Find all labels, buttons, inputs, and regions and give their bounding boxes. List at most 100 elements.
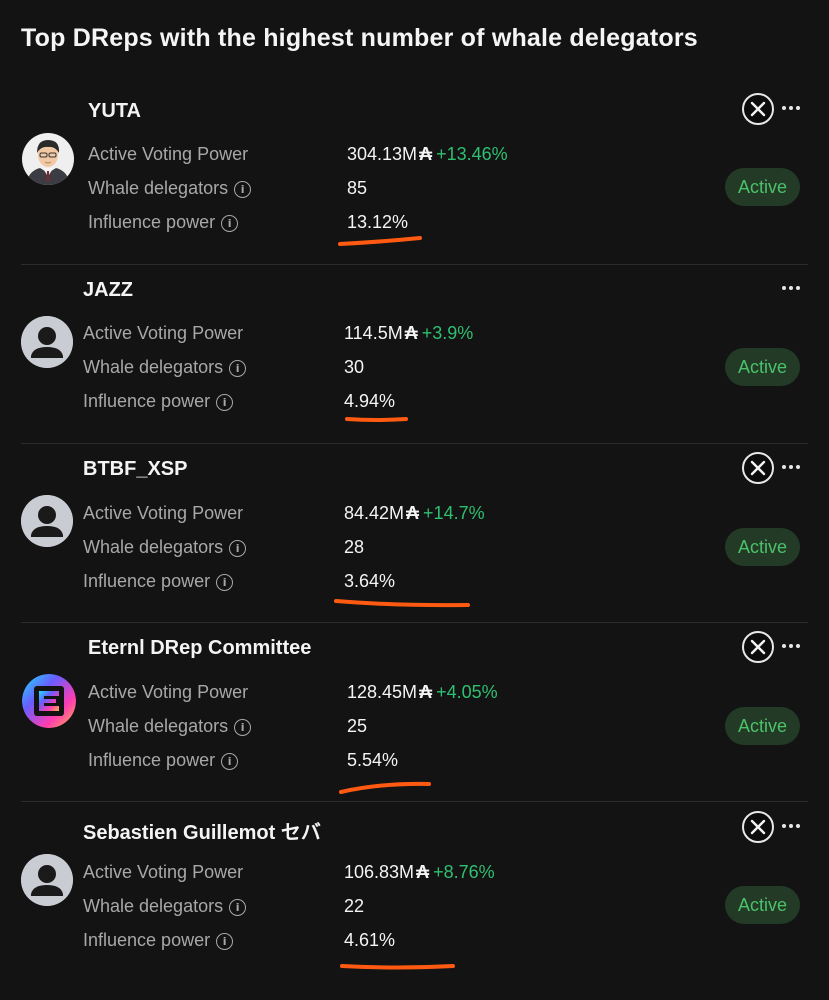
info-icon[interactable]: i (221, 753, 239, 770)
voting-power-amount: 114.5M (344, 323, 403, 343)
influence-power-value: 4.61% (344, 930, 396, 950)
more-options-icon[interactable] (781, 464, 801, 470)
whale-delegators-value: 30 (344, 357, 365, 377)
card-divider (21, 443, 808, 444)
drep-name[interactable]: Sebastien Guillemot セバ (83, 822, 321, 844)
active-voting-power-label: Active Voting Power (83, 323, 244, 343)
more-options-icon[interactable] (781, 105, 801, 111)
ada-symbol: ₳ (419, 144, 433, 164)
active-voting-power-row: Active Voting Power 304.13M ₳ +13.46% (0, 142, 829, 166)
influence-power-row: Influence power i 3.64% (0, 569, 829, 593)
influence-power-label: Influence power i (88, 210, 239, 234)
active-voting-power-row: Active Voting Power 114.5M ₳ +3.9% (0, 321, 829, 345)
card-divider (21, 622, 808, 623)
whale-delegators-label: Whale delegators i (83, 894, 247, 918)
drep-card[interactable]: Eternl DRep Committee Active Voting Powe… (0, 623, 829, 802)
whale-delegators-label: Whale delegators i (88, 714, 252, 738)
voting-power-amount: 128.45M (347, 682, 418, 702)
influence-power-label: Influence power i (83, 928, 234, 952)
active-voting-power-label: Active Voting Power (88, 682, 249, 702)
x-social-link[interactable] (742, 452, 774, 484)
status-badge: Active (725, 168, 800, 206)
drep-name[interactable]: Eternl DRep Committee (88, 637, 312, 659)
influence-power-value: 4.94% (344, 391, 396, 411)
drep-name[interactable]: JAZZ (83, 279, 133, 301)
more-options-icon[interactable] (781, 285, 801, 291)
whale-delegators-text: Whale delegators (83, 357, 224, 377)
x-social-link[interactable] (742, 93, 774, 125)
user-placeholder-icon (21, 316, 73, 368)
influence-power-value: 3.64% (344, 571, 396, 591)
influence-power-label: Influence power i (83, 569, 234, 593)
ada-symbol: ₳ (406, 503, 420, 523)
influence-power-row: Influence power i 4.94% (0, 389, 829, 413)
drep-name[interactable]: YUTA (88, 100, 141, 122)
ada-symbol: ₳ (419, 682, 433, 702)
x-logo-icon (750, 819, 766, 835)
ada-symbol: ₳ (404, 323, 418, 343)
influence-power-text: Influence power (83, 571, 211, 591)
drep-card[interactable]: JAZZ Active Voting Power 114.5M ₳ +3.9% Wh… (0, 265, 829, 444)
voting-power-change: +14.7% (423, 503, 485, 523)
influence-power-text: Influence power (83, 930, 211, 950)
highlight-underline (340, 964, 455, 970)
influence-power-label: Influence power i (88, 748, 239, 772)
whale-delegators-label: Whale delegators i (83, 355, 247, 379)
voting-power-change: +4.05% (436, 682, 498, 702)
active-voting-power-value: 106.83M ₳ +8.76% (344, 860, 495, 884)
influence-power-label: Influence power i (83, 389, 234, 413)
active-voting-power-row: Active Voting Power 128.45M ₳ +4.05% (0, 680, 829, 704)
whale-delegators-value: 28 (344, 537, 365, 557)
x-social-link[interactable] (742, 631, 774, 663)
eternl-logo-icon (22, 674, 76, 728)
info-icon[interactable]: i (234, 181, 252, 198)
info-icon[interactable]: i (229, 899, 247, 916)
info-icon[interactable]: i (229, 540, 247, 557)
voting-power-change: +13.46% (436, 144, 508, 164)
info-icon[interactable]: i (216, 574, 234, 591)
whale-delegators-value: 85 (347, 178, 368, 198)
whale-delegators-value: 25 (347, 716, 368, 736)
drep-avatar-default (21, 854, 73, 906)
highlight-underline (339, 781, 431, 794)
page-title: Top DReps with the highest number of wha… (21, 24, 698, 52)
more-options-icon[interactable] (781, 823, 801, 829)
info-icon[interactable]: i (221, 215, 239, 232)
whale-delegators-text: Whale delegators (88, 178, 229, 198)
whale-delegators-row: Whale delegators i 85 (0, 176, 829, 200)
drep-avatar-default (21, 316, 73, 368)
influence-power-row: Influence power i 5.54% (0, 748, 829, 772)
influence-power-value: 13.12% (347, 212, 409, 232)
info-icon[interactable]: i (229, 360, 247, 377)
active-voting-power-value: 84.42M ₳ +14.7% (344, 501, 485, 525)
voting-power-amount: 84.42M (344, 503, 405, 523)
card-divider (21, 801, 808, 802)
x-logo-icon (750, 460, 766, 476)
voting-power-amount: 106.83M (344, 862, 415, 882)
more-options-icon[interactable] (781, 643, 801, 649)
drep-name[interactable]: BTBF_XSP (83, 458, 188, 480)
drep-card[interactable]: YUTA Active Voting Power 304.13M ₳ +13.46%… (0, 86, 829, 265)
whale-delegators-row: Whale delegators i 25 (0, 714, 829, 738)
active-voting-power-value: 304.13M ₳ +13.46% (347, 142, 508, 166)
drep-card[interactable]: BTBF_XSP Active Voting Power 84.42M ₳ +14.… (0, 444, 829, 623)
whale-delegators-row: Whale delegators i 22 (0, 894, 829, 918)
active-voting-power-value: 128.45M ₳ +4.05% (347, 680, 498, 704)
influence-power-text: Influence power (83, 391, 211, 411)
info-icon[interactable]: i (216, 394, 234, 411)
person-photo-icon (22, 133, 74, 185)
drep-card[interactable]: Sebastien Guillemot セバ Active Voting Pow… (0, 802, 829, 1000)
status-badge: Active (725, 528, 800, 566)
active-voting-power-value: 114.5M ₳ +3.9% (344, 321, 473, 345)
info-icon[interactable]: i (234, 719, 252, 736)
active-voting-power-row: Active Voting Power 84.42M ₳ +14.7% (0, 501, 829, 525)
whale-delegators-row: Whale delegators i 28 (0, 535, 829, 559)
whale-delegators-row: Whale delegators i 30 (0, 355, 829, 379)
x-social-link[interactable] (742, 811, 774, 843)
status-badge: Active (725, 707, 800, 745)
whale-delegators-value: 22 (344, 896, 365, 916)
influence-power-text: Influence power (88, 212, 216, 232)
voting-power-change: +8.76% (433, 862, 495, 882)
info-icon[interactable]: i (216, 933, 234, 950)
influence-power-text: Influence power (88, 750, 216, 770)
